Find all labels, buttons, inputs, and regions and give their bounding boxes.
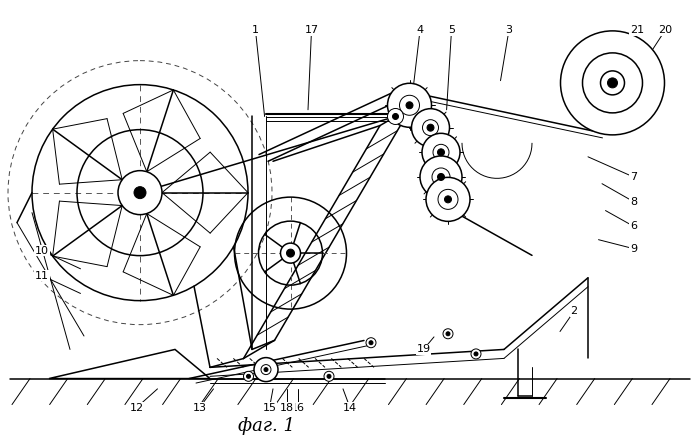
- Text: 21: 21: [630, 26, 644, 35]
- Circle shape: [406, 102, 413, 109]
- Circle shape: [254, 358, 278, 382]
- Circle shape: [438, 149, 444, 156]
- Circle shape: [446, 332, 450, 336]
- Circle shape: [281, 243, 300, 263]
- Text: 15: 15: [262, 403, 276, 413]
- Circle shape: [438, 173, 444, 181]
- Circle shape: [471, 349, 481, 359]
- Circle shape: [134, 187, 146, 198]
- Circle shape: [118, 171, 162, 215]
- Circle shape: [246, 375, 251, 378]
- Circle shape: [388, 108, 403, 125]
- Text: 17: 17: [304, 26, 318, 35]
- Circle shape: [369, 341, 373, 345]
- Text: 8: 8: [630, 197, 637, 207]
- Text: 19: 19: [416, 345, 430, 354]
- Circle shape: [474, 352, 478, 356]
- Text: 2: 2: [570, 306, 578, 316]
- Circle shape: [393, 113, 398, 120]
- Text: 5: 5: [448, 26, 455, 35]
- Text: 13: 13: [193, 403, 206, 413]
- Text: 11: 11: [35, 271, 49, 280]
- Circle shape: [388, 83, 431, 127]
- Text: 18: 18: [280, 403, 294, 413]
- Circle shape: [412, 109, 449, 146]
- Circle shape: [443, 329, 453, 339]
- Text: 12: 12: [130, 403, 144, 413]
- Circle shape: [427, 124, 434, 131]
- Circle shape: [601, 71, 624, 95]
- Circle shape: [327, 375, 331, 378]
- Text: 9: 9: [630, 244, 637, 254]
- Text: 10: 10: [35, 246, 49, 256]
- Circle shape: [608, 78, 617, 88]
- Circle shape: [426, 177, 470, 221]
- Text: 3: 3: [505, 26, 512, 35]
- Circle shape: [324, 371, 334, 381]
- Circle shape: [286, 249, 295, 257]
- Text: 20: 20: [658, 26, 672, 35]
- Circle shape: [422, 134, 460, 171]
- Text: 16: 16: [290, 403, 304, 413]
- Circle shape: [366, 338, 376, 348]
- Text: 6: 6: [630, 221, 637, 231]
- Text: фаг. 1: фаг. 1: [237, 417, 295, 435]
- Circle shape: [244, 371, 253, 381]
- Circle shape: [444, 196, 452, 203]
- Circle shape: [264, 368, 268, 371]
- Text: 14: 14: [343, 403, 357, 413]
- Circle shape: [420, 156, 462, 198]
- Text: 7: 7: [630, 172, 637, 182]
- Text: 4: 4: [416, 26, 424, 35]
- Circle shape: [561, 31, 664, 135]
- Text: 1: 1: [252, 26, 259, 35]
